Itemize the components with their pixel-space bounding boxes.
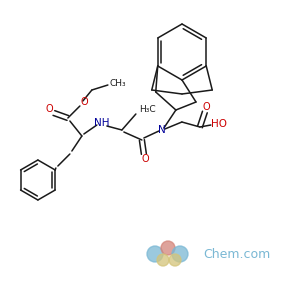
Text: O: O [45,104,53,114]
Text: NH: NH [94,118,110,128]
Text: HO: HO [211,119,227,129]
Text: O: O [202,102,210,112]
Text: Chem.com: Chem.com [203,248,270,260]
Text: N: N [158,125,166,135]
Text: O: O [80,97,88,107]
Text: CH₃: CH₃ [110,79,126,88]
Text: O: O [141,154,149,164]
Text: H₃C: H₃C [140,106,156,115]
Circle shape [157,254,169,266]
Circle shape [172,246,188,262]
Circle shape [169,254,181,266]
Circle shape [147,246,163,262]
Circle shape [161,241,175,255]
